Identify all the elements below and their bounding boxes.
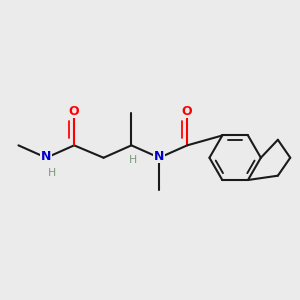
Text: H: H [129,155,137,165]
Text: N: N [41,150,52,163]
Text: O: O [182,105,193,118]
Text: H: H [48,168,56,178]
Text: O: O [69,105,80,118]
Text: N: N [154,150,164,163]
